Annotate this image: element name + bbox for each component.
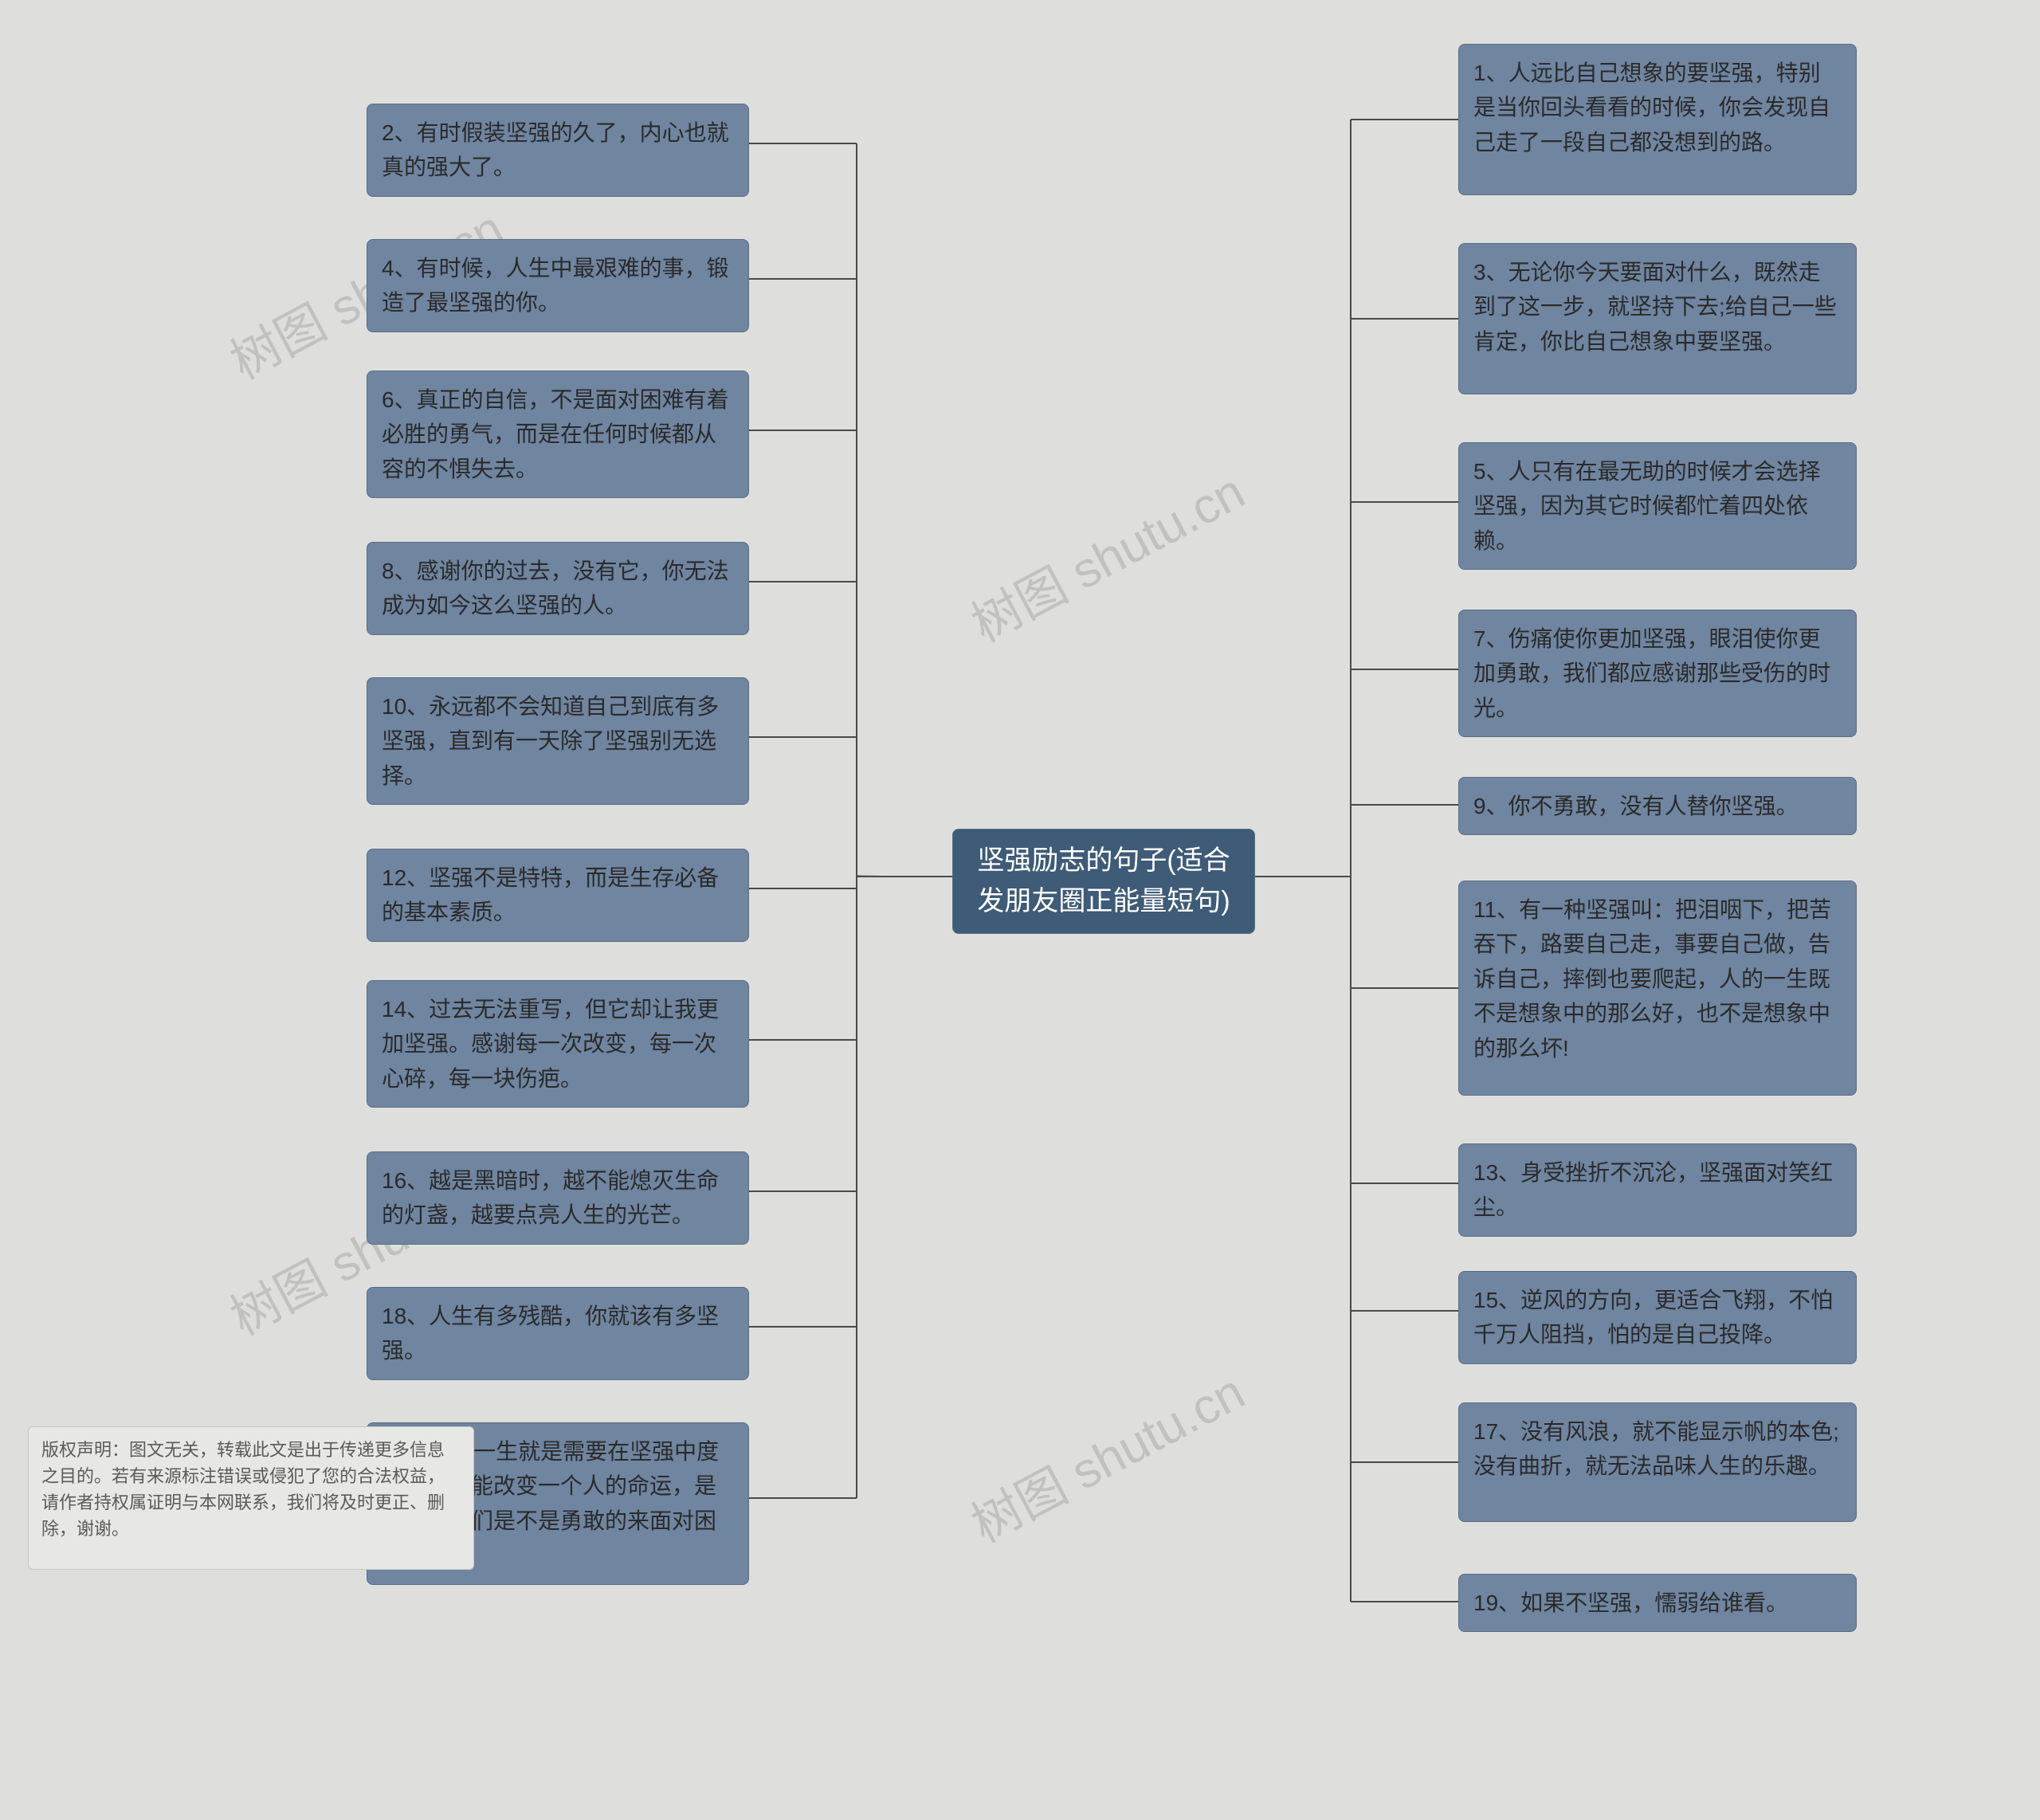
left-node-4: 4、有时候，人生中最艰难的事，锻造了最坚强的你。 [367, 239, 749, 332]
center-node: 坚强励志的句子(适合发朋友圈正能量短句) [952, 829, 1255, 934]
left-node-2-text: 2、有时假装坚强的久了，内心也就真的强大了。 [382, 120, 729, 179]
left-node-14: 14、过去无法重写，但它却让我更加坚强。感谢每一次改变，每一次心碎，每一块伤疤。 [367, 980, 749, 1108]
left-node-6: 6、真正的自信，不是面对困难有着必胜的勇气，而是在任何时候都从容的不惧失去。 [367, 371, 749, 498]
right-node-9-text: 9、你不勇敢，没有人替你坚强。 [1473, 794, 1799, 818]
left-node-14-text: 14、过去无法重写，但它却让我更加坚强。感谢每一次改变，每一次心碎，每一块伤疤。 [382, 997, 719, 1091]
left-node-6-text: 6、真正的自信，不是面对困难有着必胜的勇气，而是在任何时候都从容的不惧失去。 [382, 387, 729, 481]
right-node-5: 5、人只有在最无助的时候才会选择坚强，因为其它时候都忙着四处依赖。 [1458, 442, 1857, 570]
left-node-8-text: 8、感谢你的过去，没有它，你无法成为如今这么坚强的人。 [382, 559, 729, 618]
right-node-19-text: 19、如果不坚强，懦弱给谁看。 [1473, 1591, 1788, 1615]
left-node-16-text: 16、越是黑暗时，越不能熄灭生命的灯盏，越要点亮人生的光芒。 [382, 1168, 719, 1227]
right-node-3: 3、无论你今天要面对什么，既然走到了这一步，就坚持下去;给自己一些肯定，你比自己… [1458, 243, 1857, 394]
left-node-2: 2、有时假装坚强的久了，内心也就真的强大了。 [367, 104, 749, 197]
left-node-10: 10、永远都不会知道自己到底有多坚强，直到有一天除了坚强别无选择。 [367, 677, 749, 805]
left-node-18: 18、人生有多残酷，你就该有多坚强。 [367, 1287, 749, 1380]
right-node-11-text: 11、有一种坚强叫：把泪咽下，把苦吞下，路要自己走，事要自己做，告诉自己，摔倒也… [1473, 897, 1831, 1061]
left-node-4-text: 4、有时候，人生中最艰难的事，锻造了最坚强的你。 [382, 256, 729, 315]
right-node-11: 11、有一种坚强叫：把泪咽下，把苦吞下，路要自己走，事要自己做，告诉自己，摔倒也… [1458, 881, 1857, 1096]
right-node-5-text: 5、人只有在最无助的时候才会选择坚强，因为其它时候都忙着四处依赖。 [1473, 459, 1821, 553]
right-node-3-text: 3、无论你今天要面对什么，既然走到了这一步，就坚持下去;给自己一些肯定，你比自己… [1473, 260, 1837, 354]
right-node-1: 1、人远比自己想象的要坚强，特别是当你回头看看的时候，你会发现自己走了一段自己都… [1458, 44, 1857, 195]
right-node-13-text: 13、身受挫折不沉沦，坚强面对笑红尘。 [1473, 1160, 1833, 1219]
watermark: 树图 shutu.cn [957, 452, 1255, 656]
right-node-15: 15、逆风的方向，更适合飞翔，不怕千万人阻挡，怕的是自己投降。 [1458, 1271, 1857, 1364]
right-node-15-text: 15、逆风的方向，更适合飞翔，不怕千万人阻挡，怕的是自己投降。 [1473, 1288, 1833, 1347]
left-node-12: 12、坚强不是特特，而是生存必备的基本素质。 [367, 849, 749, 942]
right-node-17: 17、没有风浪，就不能显示帆的本色;没有曲折，就无法品味人生的乐趣。 [1458, 1402, 1857, 1522]
left-node-8: 8、感谢你的过去，没有它，你无法成为如今这么坚强的人。 [367, 542, 749, 635]
center-node-text: 坚强励志的句子(适合发朋友圈正能量短句) [977, 845, 1230, 916]
watermark: 树图 shutu.cn [957, 1352, 1255, 1556]
left-node-16: 16、越是黑暗时，越不能熄灭生命的灯盏，越要点亮人生的光芒。 [367, 1151, 749, 1245]
right-node-7: 7、伤痛使你更加坚强，眼泪使你更加勇敢，我们都应感谢那些受伤的时光。 [1458, 610, 1857, 737]
right-node-1-text: 1、人远比自己想象的要坚强，特别是当你回头看看的时候，你会发现自己走了一段自己都… [1473, 61, 1830, 155]
left-node-12-text: 12、坚强不是特特，而是生存必备的基本素质。 [382, 865, 719, 924]
right-node-13: 13、身受挫折不沉沦，坚强面对笑红尘。 [1458, 1143, 1857, 1237]
right-node-19: 19、如果不坚强，懦弱给谁看。 [1458, 1574, 1857, 1632]
copyright-text: 版权声明：图文无关，转载此文是出于传递更多信息之目的。若有来源标注错误或侵犯了您… [41, 1440, 445, 1539]
right-node-9: 9、你不勇敢，没有人替你坚强。 [1458, 777, 1857, 835]
left-node-10-text: 10、永远都不会知道自己到底有多坚强，直到有一天除了坚强别无选择。 [382, 694, 719, 788]
right-node-17-text: 17、没有风浪，就不能显示帆的本色;没有曲折，就无法品味人生的乐趣。 [1473, 1419, 1839, 1478]
right-node-7-text: 7、伤痛使你更加坚强，眼泪使你更加勇敢，我们都应感谢那些受伤的时光。 [1473, 626, 1830, 720]
left-node-18-text: 18、人生有多残酷，你就该有多坚强。 [382, 1304, 719, 1363]
copyright-box: 版权声明：图文无关，转载此文是出于传递更多信息之目的。若有来源标注错误或侵犯了您… [28, 1426, 474, 1570]
